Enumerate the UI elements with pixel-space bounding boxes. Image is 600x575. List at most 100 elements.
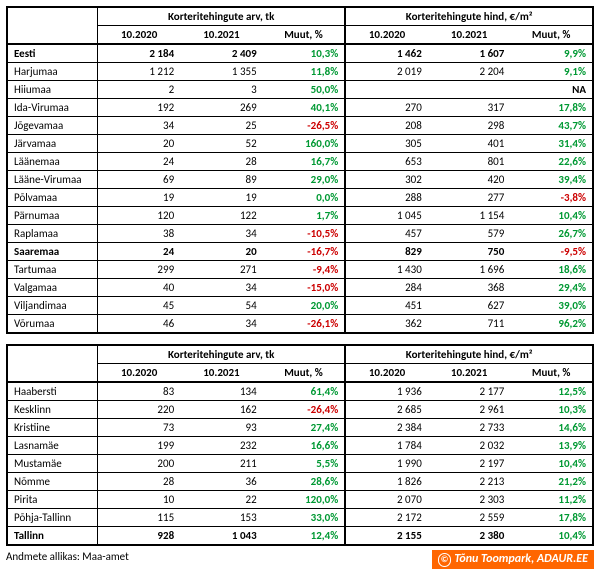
count-p1: 83 [98, 382, 181, 401]
count-p2: 19 [180, 189, 263, 207]
count-p2: 1 043 [180, 527, 263, 546]
row-label: Põhja-Tallinn [7, 509, 98, 527]
price-change: NA [510, 81, 593, 99]
count-change: 10,3% [263, 44, 346, 63]
count-p2: 134 [180, 382, 263, 401]
table-row: Harjumaa1 2121 35511,8%2 0192 2049,1% [7, 63, 593, 81]
table-row: Läänemaa242816,7%65380122,6% [7, 153, 593, 171]
price-p1: 2 070 [345, 491, 428, 509]
table-row: Lasnamäe19923216,6%1 7842 03213,9% [7, 437, 593, 455]
count-p1: 192 [98, 99, 181, 117]
table-row: Järvamaa2052160,0%30540131,4% [7, 135, 593, 153]
count-change: -10,5% [263, 225, 346, 243]
count-p1: 10 [98, 491, 181, 509]
table-row: Põlvamaa19190,0%288277-3,8% [7, 189, 593, 207]
table-row: Mustamäe2002115,5%1 9902 19710,4% [7, 455, 593, 473]
price-change: 31,4% [510, 135, 593, 153]
count-change: 40,1% [263, 99, 346, 117]
row-label: Ida-Virumaa [7, 99, 98, 117]
source-label: Andmete allikas: Maa-amet [6, 550, 129, 563]
count-p2: 34 [180, 315, 263, 334]
price-p1: 1 826 [345, 473, 428, 491]
table-row: Kesklinn220162-26,4%2 6852 96110,3% [7, 401, 593, 419]
count-change: 27,4% [263, 419, 346, 437]
price-change: 9,9% [510, 44, 593, 63]
price-change: 18,6% [510, 261, 593, 279]
header-p2: 10.2021 [180, 26, 263, 45]
row-label: Kesklinn [7, 401, 98, 419]
price-p2: 1 154 [428, 207, 511, 225]
price-p1: 2 172 [345, 509, 428, 527]
price-p1: 1 990 [345, 455, 428, 473]
table-row: Raplamaa3834-10,5%45757926,7% [7, 225, 593, 243]
row-label: Järvamaa [7, 135, 98, 153]
price-change: 21,2% [510, 473, 593, 491]
price-p2: 2 961 [428, 401, 511, 419]
header-p1: 10.2020 [98, 26, 181, 45]
price-p1: 653 [345, 153, 428, 171]
price-p2: 750 [428, 243, 511, 261]
price-p2: 2 303 [428, 491, 511, 509]
count-p2: 52 [180, 135, 263, 153]
count-p2: 34 [180, 225, 263, 243]
price-p2: 277 [428, 189, 511, 207]
header-change: Muut, % [510, 364, 593, 383]
price-change: 14,6% [510, 419, 593, 437]
count-p1: 199 [98, 437, 181, 455]
count-p2: 25 [180, 117, 263, 135]
price-change: 39,4% [510, 171, 593, 189]
count-p1: 2 [98, 81, 181, 99]
table-row: Haabersti8313461,4%1 9362 17712,5% [7, 382, 593, 401]
count-change: 20,0% [263, 297, 346, 315]
count-p1: 115 [98, 509, 181, 527]
row-label: Lääne-Virumaa [7, 171, 98, 189]
table-row: Lääne-Virumaa698929,0%30242039,4% [7, 171, 593, 189]
count-p1: 45 [98, 297, 181, 315]
table-row: Tallinn9281 04312,4%2 1552 38010,4% [7, 527, 593, 546]
price-p1: 2 384 [345, 419, 428, 437]
count-p1: 20 [98, 135, 181, 153]
count-p1: 24 [98, 243, 181, 261]
row-label: Eesti [7, 44, 98, 63]
price-p1: 305 [345, 135, 428, 153]
header-blank [7, 7, 98, 44]
count-p1: 46 [98, 315, 181, 334]
header-p2: 10.2021 [428, 26, 511, 45]
header-count-group: Korteritehingute arv, tk [98, 7, 346, 26]
price-p1: 1 462 [345, 44, 428, 63]
count-change: -26,4% [263, 401, 346, 419]
row-label: Harjumaa [7, 63, 98, 81]
data-table: Korteritehingute arv, tkKorteritehingute… [6, 6, 594, 334]
price-p1: 288 [345, 189, 428, 207]
row-label: Hiiumaa [7, 81, 98, 99]
credit-badge: ©Tõnu Toompark, ADAUR.EE [432, 550, 594, 569]
row-label: Mustamäe [7, 455, 98, 473]
count-change: 11,8% [263, 63, 346, 81]
price-p1 [345, 81, 428, 99]
count-p2: 1 355 [180, 63, 263, 81]
price-change: 43,7% [510, 117, 593, 135]
count-p2: 3 [180, 81, 263, 99]
price-p1: 208 [345, 117, 428, 135]
price-p2: 579 [428, 225, 511, 243]
price-change: 22,6% [510, 153, 593, 171]
count-p1: 73 [98, 419, 181, 437]
table-row: Pirita1022120,0%2 0702 30311,2% [7, 491, 593, 509]
count-p1: 220 [98, 401, 181, 419]
header-p2: 10.2021 [428, 364, 511, 383]
price-p1: 302 [345, 171, 428, 189]
table-row: Valgamaa4034-15,0%28436829,4% [7, 279, 593, 297]
price-change: 29,4% [510, 279, 593, 297]
count-change: 160,0% [263, 135, 346, 153]
footer: Andmete allikas: Maa-amet ©Tõnu Toompark… [6, 550, 594, 569]
row-label: Läänemaa [7, 153, 98, 171]
price-p2: 2 204 [428, 63, 511, 81]
count-change: 50,0% [263, 81, 346, 99]
count-p2: 28 [180, 153, 263, 171]
price-change: 17,8% [510, 509, 593, 527]
price-p2: 420 [428, 171, 511, 189]
price-p1: 457 [345, 225, 428, 243]
count-change: 5,5% [263, 455, 346, 473]
count-change: 29,0% [263, 171, 346, 189]
table-row: Hiiumaa2350,0% NA [7, 81, 593, 99]
